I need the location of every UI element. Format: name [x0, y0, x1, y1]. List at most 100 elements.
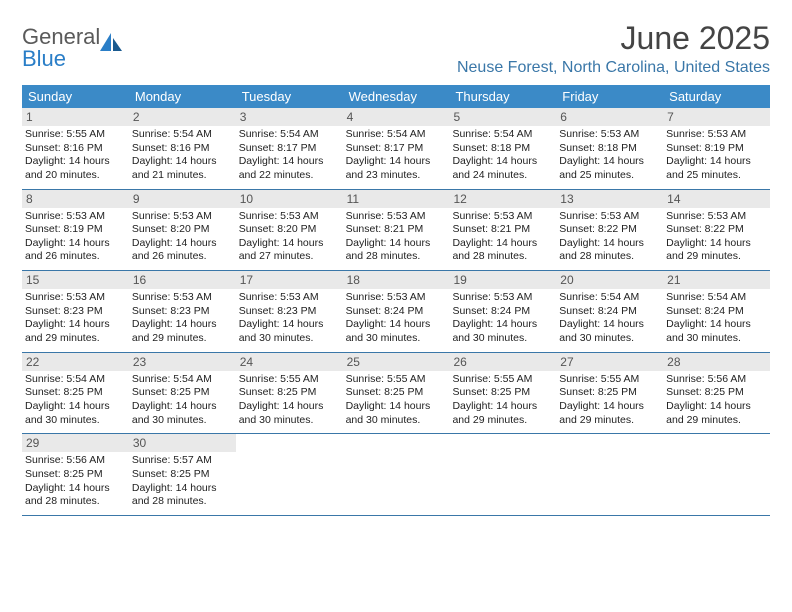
day-number: 21 [663, 271, 770, 289]
day-details: Sunrise: 5:53 AMSunset: 8:20 PMDaylight:… [239, 210, 340, 265]
day-number: 29 [22, 434, 129, 452]
day-cell: 3 Sunrise: 5:54 AMSunset: 8:17 PMDaylight… [236, 108, 343, 189]
day-cell: 28Sunrise: 5:56 AMSunset: 8:25 PMDayligh… [663, 353, 770, 434]
day-details: Sunrise: 5:55 AMSunset: 8:25 PMDaylight:… [559, 373, 660, 428]
day-cell: 22Sunrise: 5:54 AMSunset: 8:25 PMDayligh… [22, 353, 129, 434]
day-details: Sunrise: 5:54 AMSunset: 8:18 PMDaylight:… [452, 128, 553, 183]
day-details: Sunrise: 5:53 AMSunset: 8:20 PMDaylight:… [132, 210, 233, 265]
day-number: 23 [129, 353, 236, 371]
day-details: Sunrise: 5:53 AMSunset: 8:23 PMDaylight:… [25, 291, 126, 346]
day-details: Sunrise: 5:55 AMSunset: 8:16 PMDaylight:… [25, 128, 126, 183]
day-cell: 6Sunrise: 5:53 AMSunset: 8:18 PMDaylight… [556, 108, 663, 189]
day-details: Sunrise: 5:53 AMSunset: 8:22 PMDaylight:… [666, 210, 767, 265]
day-cell: 24 Sunrise: 5:55 AMSunset: 8:25 PMDayligh… [236, 353, 343, 434]
day-details: Sunrise: 5:53 AMSunset: 8:19 PMDaylight:… [666, 128, 767, 183]
day-cell: 29Sunrise: 5:56 AMSunset: 8:25 PMDayligh… [22, 434, 129, 515]
day-number: 13 [556, 190, 663, 208]
day-number: 3 [236, 108, 343, 126]
day-cell: 9Sunrise: 5:53 AMSunset: 8:20 PMDaylight… [129, 190, 236, 271]
day-number: 19 [449, 271, 556, 289]
day-cell: 18 Sunrise: 5:53 AMSunset: 8:24 PMDayligh… [343, 271, 450, 352]
day-details: Sunrise: 5:57 AMSunset: 8:25 PMDaylight:… [132, 454, 233, 509]
day-cell: 25Sunrise: 5:55 AMSunset: 8:25 PMDayligh… [343, 353, 450, 434]
day-number: 30 [129, 434, 236, 452]
week-row: 29Sunrise: 5:56 AMSunset: 8:25 PMDayligh… [22, 434, 770, 516]
day-header-cell: Monday [129, 85, 236, 108]
day-number: 27 [556, 353, 663, 371]
day-cell: 23 Sunrise: 5:54 AMSunset: 8:25 PMDayligh… [129, 353, 236, 434]
day-header-cell: Wednesday [343, 85, 450, 108]
day-cell [343, 434, 450, 515]
month-title: June 2025 [457, 20, 770, 57]
day-cell [449, 434, 556, 515]
day-details: Sunrise: 5:53 AMSunset: 8:23 PMDaylight:… [239, 291, 340, 346]
day-number: 26 [449, 353, 556, 371]
logo: General Blue [22, 20, 122, 70]
day-cell: 2 Sunrise: 5:54 AMSunset: 8:16 PMDaylight… [129, 108, 236, 189]
day-cell: 8Sunrise: 5:53 AMSunset: 8:19 PMDaylight… [22, 190, 129, 271]
calendar: SundayMondayTuesdayWednesdayThursdayFrid… [22, 85, 770, 516]
day-cell: 7Sunrise: 5:53 AMSunset: 8:19 PMDaylight… [663, 108, 770, 189]
day-details: Sunrise: 5:54 AMSunset: 8:16 PMDaylight:… [132, 128, 233, 183]
day-details: Sunrise: 5:53 AMSunset: 8:18 PMDaylight:… [559, 128, 660, 183]
day-cell: 20 Sunrise: 5:54 AMSunset: 8:24 PMDayligh… [556, 271, 663, 352]
day-details: Sunrise: 5:53 AMSunset: 8:24 PMDaylight:… [346, 291, 447, 346]
day-cell: 26 Sunrise: 5:55 AMSunset: 8:25 PMDayligh… [449, 353, 556, 434]
day-number: 12 [449, 190, 556, 208]
day-header-cell: Tuesday [236, 85, 343, 108]
day-number: 17 [236, 271, 343, 289]
day-cell: 13 Sunrise: 5:53 AMSunset: 8:22 PMDayligh… [556, 190, 663, 271]
day-cell: 1 Sunrise: 5:55 AMSunset: 8:16 PMDaylight… [22, 108, 129, 189]
logo-word2: Blue [22, 46, 66, 71]
day-cell: 12 Sunrise: 5:53 AMSunset: 8:21 PMDayligh… [449, 190, 556, 271]
day-number: 11 [343, 190, 450, 208]
day-cell: 19 Sunrise: 5:53 AMSunset: 8:24 PMDayligh… [449, 271, 556, 352]
title-block: June 2025 Neuse Forest, North Carolina, … [457, 20, 770, 77]
day-number: 5 [449, 108, 556, 126]
day-details: Sunrise: 5:55 AMSunset: 8:25 PMDaylight:… [452, 373, 553, 428]
week-row: 1 Sunrise: 5:55 AMSunset: 8:16 PMDaylight… [22, 108, 770, 190]
day-number: 4 [343, 108, 450, 126]
week-row: 8Sunrise: 5:53 AMSunset: 8:19 PMDaylight… [22, 190, 770, 272]
day-details: Sunrise: 5:53 AMSunset: 8:22 PMDaylight:… [559, 210, 660, 265]
day-cell [236, 434, 343, 515]
day-header-cell: Sunday [22, 85, 129, 108]
day-details: Sunrise: 5:55 AMSunset: 8:25 PMDaylight:… [239, 373, 340, 428]
day-number: 24 [236, 353, 343, 371]
day-cell: 27 Sunrise: 5:55 AMSunset: 8:25 PMDayligh… [556, 353, 663, 434]
day-details: Sunrise: 5:54 AMSunset: 8:25 PMDaylight:… [25, 373, 126, 428]
day-header-cell: Friday [556, 85, 663, 108]
day-number: 2 [129, 108, 236, 126]
day-number: 16 [129, 271, 236, 289]
day-header-cell: Thursday [449, 85, 556, 108]
day-details: Sunrise: 5:53 AMSunset: 8:24 PMDaylight:… [452, 291, 553, 346]
day-details: Sunrise: 5:53 AMSunset: 8:23 PMDaylight:… [132, 291, 233, 346]
day-details: Sunrise: 5:54 AMSunset: 8:24 PMDaylight:… [666, 291, 767, 346]
day-cell [663, 434, 770, 515]
day-details: Sunrise: 5:55 AMSunset: 8:25 PMDaylight:… [346, 373, 447, 428]
day-details: Sunrise: 5:54 AMSunset: 8:17 PMDaylight:… [346, 128, 447, 183]
day-details: Sunrise: 5:54 AMSunset: 8:25 PMDaylight:… [132, 373, 233, 428]
day-details: Sunrise: 5:53 AMSunset: 8:21 PMDaylight:… [346, 210, 447, 265]
day-details: Sunrise: 5:54 AMSunset: 8:17 PMDaylight:… [239, 128, 340, 183]
header: General Blue June 2025 Neuse Forest, Nor… [22, 20, 770, 77]
day-number: 20 [556, 271, 663, 289]
day-cell: 14Sunrise: 5:53 AMSunset: 8:22 PMDayligh… [663, 190, 770, 271]
day-cell: 5 Sunrise: 5:54 AMSunset: 8:18 PMDaylight… [449, 108, 556, 189]
logo-text: General Blue [22, 26, 100, 70]
day-number: 10 [236, 190, 343, 208]
day-cell: 15Sunrise: 5:53 AMSunset: 8:23 PMDayligh… [22, 271, 129, 352]
day-header-cell: Saturday [663, 85, 770, 108]
day-number: 18 [343, 271, 450, 289]
week-row: 15Sunrise: 5:53 AMSunset: 8:23 PMDayligh… [22, 271, 770, 353]
logo-sail-icon [100, 33, 122, 51]
day-cell: 4 Sunrise: 5:54 AMSunset: 8:17 PMDaylight… [343, 108, 450, 189]
day-details: Sunrise: 5:53 AMSunset: 8:19 PMDaylight:… [25, 210, 126, 265]
day-cell: 16 Sunrise: 5:53 AMSunset: 8:23 PMDayligh… [129, 271, 236, 352]
day-cell: 21 Sunrise: 5:54 AMSunset: 8:24 PMDayligh… [663, 271, 770, 352]
day-number: 1 [22, 108, 129, 126]
day-details: Sunrise: 5:54 AMSunset: 8:24 PMDaylight:… [559, 291, 660, 346]
day-number: 28 [663, 353, 770, 371]
location: Neuse Forest, North Carolina, United Sta… [457, 59, 770, 77]
day-details: Sunrise: 5:53 AMSunset: 8:21 PMDaylight:… [452, 210, 553, 265]
